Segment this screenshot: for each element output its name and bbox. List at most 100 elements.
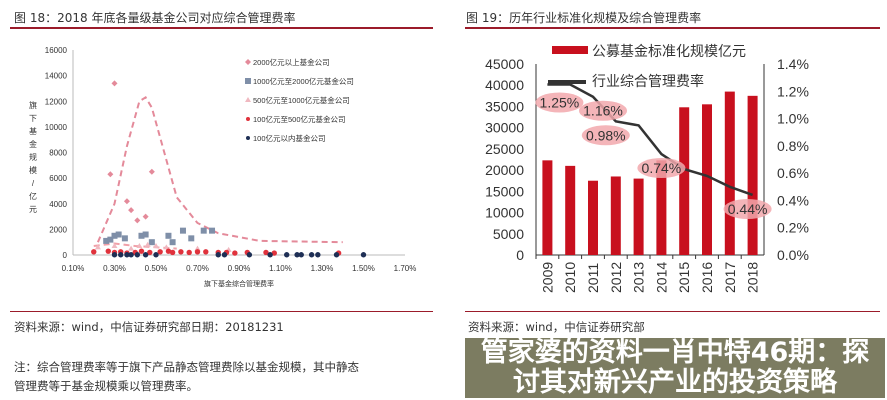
y-tick-label: 35000 (485, 98, 524, 114)
scatter-point (118, 252, 124, 258)
y-axis-label-char: 亿 (29, 191, 37, 201)
scatter-point (215, 252, 221, 258)
bar (565, 165, 576, 255)
x-tick-label: 0.70% (186, 264, 209, 273)
x-tick-label: 1.10% (269, 264, 292, 273)
y-axis-label-char: 基 (29, 126, 37, 136)
y-tick-label: 6000 (49, 174, 67, 183)
divider (10, 27, 433, 29)
y-axis-label-char: 金 (29, 139, 37, 149)
scatter-point (115, 231, 122, 238)
y-axis-label-char: 下 (29, 114, 37, 123)
scatter-point (246, 252, 253, 258)
x-tick-label: 2009 (539, 262, 555, 293)
legend-label: 100亿元至500亿元基金公司 (253, 114, 346, 124)
x-tick-label: 2017 (722, 262, 738, 293)
scatter-point (142, 252, 149, 258)
scatter-point (165, 232, 172, 239)
annotation-bubble (581, 125, 630, 146)
scatter-point (107, 171, 114, 178)
y-tick-label: 0 (63, 251, 68, 260)
x-axis-label: 旗下基金综合管理费率 (204, 279, 274, 288)
scatter-point (134, 217, 141, 224)
scatter-point (128, 207, 135, 214)
annotation-label: 0.98% (586, 127, 626, 143)
legend-swatch-line (548, 80, 586, 84)
headline-text: 管家婆的资料一肖中特46期：探讨其对新兴产业的投资策略 (480, 337, 870, 398)
scatter-point (128, 252, 134, 258)
scatter-point (221, 252, 228, 258)
y-tick-label: 5000 (493, 226, 524, 242)
scatter-point (138, 248, 145, 254)
scatter-point (128, 245, 135, 251)
scatter-point (148, 168, 155, 175)
x-tick-label: 2012 (608, 262, 624, 293)
x-tick-label: 1.30% (311, 264, 334, 273)
annotation-bubble (535, 92, 584, 113)
scatter-point (163, 244, 170, 250)
scatter-point (111, 252, 118, 258)
scatter-point (142, 213, 149, 220)
scatter-point (360, 252, 367, 258)
y2-tick-label: 0.6% (777, 165, 809, 181)
left-note-line2: 管理费等于基金规模乘以管理费率。 (14, 379, 198, 393)
scatter-point (315, 252, 321, 258)
scatter-point (157, 249, 163, 255)
y2-tick-label: 0.4% (777, 192, 809, 208)
scatter-point (107, 236, 114, 243)
scatter-point (179, 227, 186, 234)
bar (633, 178, 644, 255)
legend-label: 1000亿元至2000亿元基金公司 (253, 76, 354, 86)
left-source: 资料来源：wind，中信证券研究部日期：20181231 (14, 320, 284, 334)
legend-swatch-bar (552, 46, 588, 54)
bar (610, 176, 621, 255)
x-tick-label: 2011 (585, 263, 601, 293)
bar (724, 91, 735, 255)
divider (465, 27, 880, 29)
scatter-point (308, 252, 315, 258)
scatter-point (123, 198, 130, 205)
y-tick-label: 8000 (49, 149, 67, 158)
bar (588, 180, 598, 255)
y-tick-label: 40000 (485, 77, 524, 93)
scatter-point (245, 59, 251, 65)
y-tick-label: 16000 (45, 46, 68, 55)
bar (542, 160, 553, 255)
annotation-bubble (723, 198, 772, 219)
scatter-point (147, 249, 153, 256)
y2-tick-label: 0.2% (777, 220, 809, 236)
annotation-bubble (579, 100, 627, 121)
scatter-point (246, 117, 250, 121)
scatter-point (186, 249, 192, 256)
scatter-point (209, 227, 216, 234)
scatter-point (271, 250, 277, 256)
x-tick-label: 2018 (745, 262, 761, 293)
scatter-point (294, 252, 300, 258)
scatter-point (142, 231, 149, 238)
scatter-point (144, 241, 151, 247)
scatter-point (124, 252, 130, 258)
y-tick-label: 20000 (485, 162, 524, 178)
scatter-point (111, 243, 118, 249)
y2-tick-label: 0.8% (777, 138, 809, 154)
annotation-bubble (637, 158, 686, 179)
y2-tick-label: 1.2% (777, 83, 809, 99)
annotation-label: 0.74% (642, 160, 682, 176)
scatter-point (103, 237, 110, 244)
divider (465, 311, 880, 312)
x-tick-label: 0.10% (62, 264, 85, 273)
scatter-point (194, 249, 201, 255)
divider (10, 311, 433, 312)
scatter-point (105, 248, 111, 254)
annotation-label: 1.25% (540, 94, 580, 110)
scatter-point (153, 252, 159, 258)
right-source: 资料来源：wind，中信证券研究部 (468, 320, 645, 334)
y-tick-label: 30000 (485, 120, 524, 136)
bar (702, 104, 712, 255)
left-chart-title: 图 18：2018 年底各量级基金公司对应综合管理费率 (14, 11, 296, 25)
y-tick-label: 15000 (485, 183, 524, 199)
bar (679, 107, 690, 255)
scatter-point (138, 232, 145, 239)
line-series (547, 83, 754, 197)
x-tick-label: 0.90% (228, 264, 251, 273)
